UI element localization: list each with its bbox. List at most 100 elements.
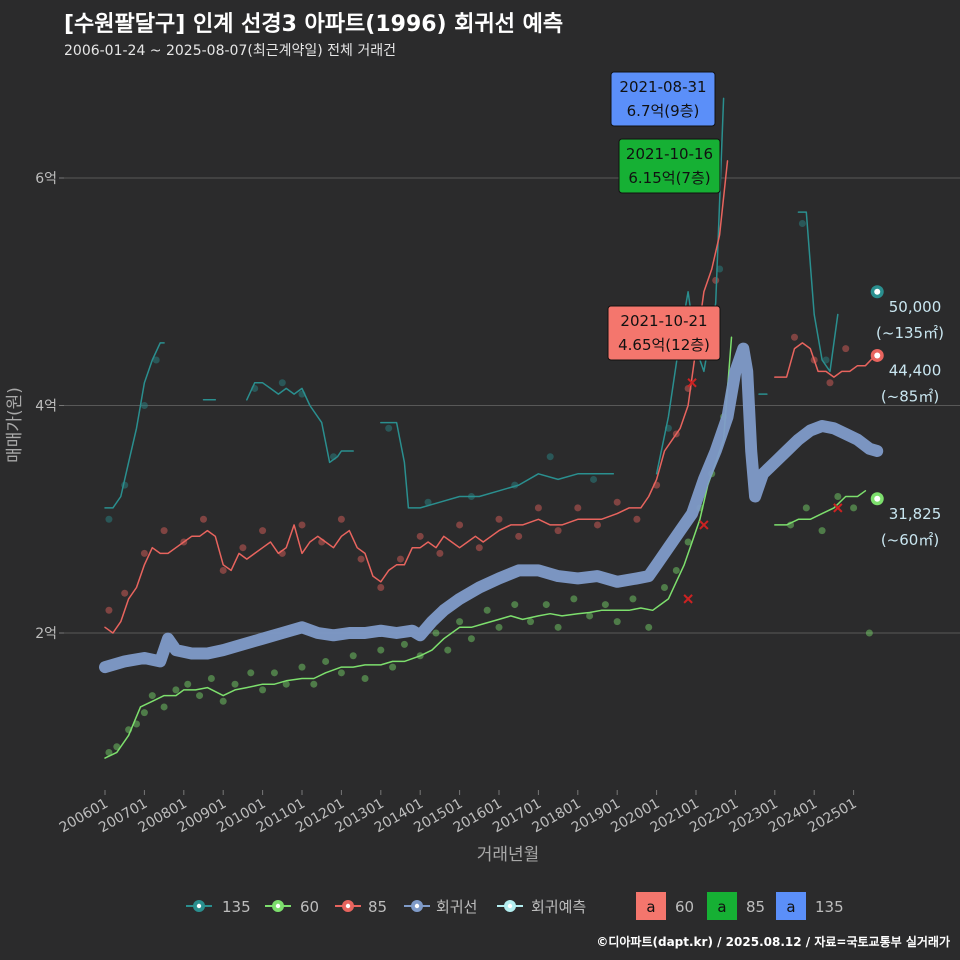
- scatter-point-135: [424, 498, 432, 506]
- y-tick-label: 2억: [35, 626, 57, 642]
- legend-marker-dot-회귀예측: [507, 903, 513, 909]
- scatter-point-135: [152, 356, 160, 364]
- scatter-point-85: [633, 515, 641, 523]
- series-line-회귀선: [99, 342, 884, 674]
- y-axis-label: 매매가(원): [5, 387, 25, 463]
- legend-marker-dot-85: [345, 903, 351, 909]
- end-unit-85: (~85㎡): [881, 387, 939, 405]
- scatter-point-85: [436, 549, 444, 557]
- end-marker-dot-135: [874, 288, 881, 295]
- scatter-point-135: [716, 265, 724, 273]
- legend-box-60: [636, 892, 666, 920]
- scatter-point-60: [645, 623, 653, 631]
- scatter-point-60: [389, 663, 397, 671]
- annotation-box: [607, 305, 721, 361]
- scatter-point-60: [160, 703, 168, 711]
- scatter-point-60: [495, 623, 503, 631]
- scatter-point-60: [850, 504, 858, 512]
- legend-marker-dot-회귀선: [414, 903, 420, 909]
- scatter-point-60: [467, 635, 475, 643]
- scatter-point-60: [247, 669, 255, 677]
- scatter-point-135: [822, 356, 830, 364]
- annotation-value: 6.15억(7층): [628, 169, 710, 187]
- scatter-point-60: [613, 618, 621, 626]
- scatter-point-60: [105, 748, 113, 756]
- scatter-point-135: [798, 220, 806, 227]
- scatter-point-85: [554, 527, 562, 535]
- scatter-point-85: [160, 527, 168, 535]
- end-value-60: 31,825: [889, 505, 942, 523]
- scatter-point-85: [337, 515, 345, 523]
- scatter-point-135: [140, 402, 148, 409]
- scatter-point-60: [400, 640, 408, 648]
- scatter-point-60: [834, 493, 842, 500]
- scatter-point-60: [184, 680, 192, 688]
- legend-box-glyph: a: [646, 898, 655, 916]
- y-tick-label: 4억: [35, 399, 57, 415]
- scatter-point-60: [349, 652, 357, 660]
- legend-box-85: [707, 892, 737, 920]
- legend-label-회귀선: 회귀선: [436, 898, 477, 916]
- legend-box-label-135: 135: [815, 898, 844, 916]
- scatter-point-85: [475, 544, 483, 552]
- credit-text: ©디아파트(dapt.kr) / 2025.08.12 / 자료=국토교통부 실…: [596, 935, 950, 949]
- legend-label-85: 85: [368, 898, 387, 916]
- annotation-date: 2021-08-31: [619, 78, 706, 96]
- scatter-point-135: [546, 453, 554, 461]
- scatter-point-85: [200, 515, 207, 523]
- end-unit-60: (~60㎡): [881, 531, 939, 549]
- scatter-point-60: [511, 601, 519, 609]
- gridlines: [64, 177, 960, 634]
- scatter-point-85: [121, 589, 129, 597]
- axes: 2억4억6억2006012007012008012009012010012011…: [5, 171, 860, 865]
- chart-subtitle: 2006-01-24 ~ 2025-08-07(최근계약일) 전체 거래건: [64, 43, 396, 59]
- scatter-point-135: [105, 515, 113, 523]
- scatter-point-85: [105, 606, 113, 614]
- scatter-point-85: [594, 521, 601, 529]
- scatter-point-60: [337, 669, 345, 677]
- scatter-point-60: [270, 669, 278, 677]
- y-tick-label: 6억: [35, 171, 57, 187]
- scatter-point-85: [140, 549, 148, 557]
- annotation-cross-marker: [687, 378, 697, 388]
- legend-box-glyph: a: [717, 898, 726, 916]
- annotation-cross-marker: [699, 520, 709, 530]
- series-lines: [99, 97, 884, 759]
- scatter-point-85: [357, 555, 365, 563]
- scatter-point-60: [207, 675, 215, 682]
- scatter-point-85: [397, 555, 404, 563]
- scatter-point-60: [601, 601, 609, 609]
- legend-marker-dot-135: [196, 903, 202, 909]
- end-markers: 50,000 (~135㎡) 44,400 (~85㎡) 31,825 (~60㎡): [870, 285, 944, 549]
- scatter-point-85: [791, 333, 798, 341]
- scatter-point-85: [534, 504, 542, 512]
- scatter-point-60: [231, 680, 239, 688]
- scatter-point-60: [310, 680, 318, 688]
- annotation-box: [610, 71, 716, 127]
- scatter-point-60: [554, 623, 562, 631]
- legend-marker-dot-60: [275, 903, 281, 909]
- scatter-point-60: [172, 686, 180, 694]
- series-line-135: [104, 97, 839, 509]
- scatter-point-85: [712, 276, 720, 284]
- annotation-box: [618, 138, 721, 194]
- scatter-point-85: [239, 544, 247, 552]
- annotation-date: 2021-10-16: [626, 145, 713, 163]
- scatter-point-60: [282, 680, 290, 688]
- scatter-point-85: [613, 498, 621, 506]
- annotation-value: 6.7억(9층): [627, 102, 700, 120]
- scatter-point-60: [527, 618, 535, 626]
- scatter-point-60: [660, 584, 668, 591]
- scatter-point-60: [219, 697, 227, 705]
- legend-box-135: [776, 892, 806, 920]
- scatter-point-135: [385, 424, 393, 432]
- scatter-point-60: [322, 657, 330, 665]
- legend-label-60: 60: [300, 898, 319, 916]
- scatter-point-85: [456, 521, 464, 529]
- scatter-point-85: [842, 345, 850, 353]
- scatter-point-60: [298, 663, 306, 671]
- scatter-point-60: [140, 709, 148, 717]
- scatter-point-135: [278, 379, 286, 387]
- scatter-point-60: [684, 538, 692, 546]
- legend-box-glyph: a: [786, 898, 795, 916]
